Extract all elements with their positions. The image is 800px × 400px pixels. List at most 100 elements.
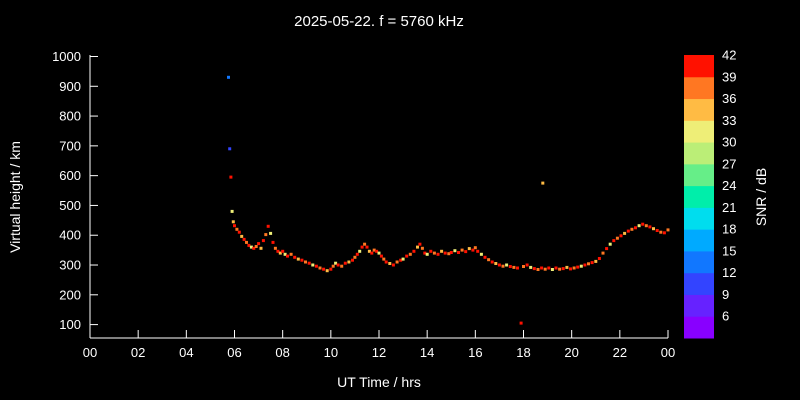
data-point <box>479 252 483 256</box>
data-point <box>536 268 540 271</box>
data-point <box>311 263 315 267</box>
colorbar-segment <box>684 185 714 208</box>
x-tick-label: 00 <box>83 345 97 360</box>
colorbar-segment <box>684 316 714 339</box>
data-point <box>476 249 480 253</box>
y-tick-label: 1000 <box>52 49 81 64</box>
x-tick-label: 00 <box>661 345 675 360</box>
colorbar-label: SNR / dB <box>753 168 769 226</box>
data-point <box>572 266 576 270</box>
data-point <box>418 242 422 246</box>
data-point <box>325 269 329 273</box>
data-point <box>612 239 616 243</box>
data-point <box>261 239 265 243</box>
x-tick-label: 18 <box>516 345 530 360</box>
data-point <box>334 261 338 265</box>
data-point <box>358 249 362 253</box>
colorbar-segment <box>684 98 714 121</box>
data-point <box>532 267 536 271</box>
data-point <box>634 226 637 230</box>
data-point <box>420 246 424 250</box>
chart-title: 2025-05-22. f = 5760 kHz <box>294 13 464 30</box>
data-point <box>641 222 645 226</box>
x-tick-label: 14 <box>420 345 434 360</box>
data-point <box>579 264 583 268</box>
data-point <box>412 249 416 253</box>
data-point <box>590 261 594 265</box>
colorbar-segment <box>684 142 714 165</box>
colorbar-tick-label: 24 <box>722 178 736 193</box>
data-point <box>266 224 270 228</box>
colorbar-tick-label: 36 <box>722 91 736 106</box>
data-point <box>293 255 297 259</box>
data-point <box>329 267 333 271</box>
data-point <box>662 231 666 235</box>
data-point <box>473 246 477 250</box>
x-tick-label: 22 <box>613 345 627 360</box>
data-point <box>343 261 347 265</box>
data-point <box>235 227 239 231</box>
data-point <box>322 267 326 271</box>
data-point <box>648 225 652 229</box>
data-point <box>237 230 241 234</box>
data-point <box>449 251 453 254</box>
data-point <box>367 249 371 253</box>
data-point <box>626 229 630 233</box>
data-point <box>401 257 405 261</box>
data-point <box>447 252 451 256</box>
data-point <box>230 209 234 213</box>
data-point <box>487 258 491 262</box>
data-point <box>432 251 436 255</box>
colorbar-segment <box>684 207 714 230</box>
data-point <box>269 231 273 235</box>
data-point <box>623 231 627 235</box>
colorbar-tick-label: 6 <box>722 309 729 324</box>
data-point <box>497 263 501 267</box>
data-point <box>505 263 509 267</box>
data-point <box>467 247 471 251</box>
data-point <box>382 257 386 261</box>
colorbar-tick-label: 9 <box>722 287 729 302</box>
data-point <box>423 251 427 255</box>
data-point <box>471 248 475 252</box>
data-point <box>360 245 364 249</box>
data-point <box>637 224 641 228</box>
data-point <box>283 252 287 256</box>
data-point <box>550 268 554 271</box>
data-point <box>644 224 648 228</box>
data-point <box>457 251 460 254</box>
data-point <box>490 260 494 264</box>
data-point <box>615 236 619 240</box>
data-point <box>460 248 464 252</box>
data-point <box>347 260 351 264</box>
data-point <box>583 263 587 267</box>
data-point <box>408 252 412 256</box>
colorbar-segment <box>684 272 714 295</box>
data-point <box>440 249 444 253</box>
colorbar-tick-label: 33 <box>722 113 736 128</box>
data-point <box>271 240 275 244</box>
data-point <box>565 265 569 269</box>
data-point <box>353 255 357 259</box>
data-point <box>405 254 409 258</box>
data-point <box>227 75 230 79</box>
y-tick-label: 800 <box>59 109 81 124</box>
y-tick-label: 300 <box>59 258 81 273</box>
data-point <box>264 233 268 237</box>
data-point <box>608 242 612 246</box>
colorbar-tick-label: 27 <box>722 156 736 171</box>
colorbar-segment <box>684 55 714 78</box>
data-point <box>340 264 344 268</box>
data-point <box>300 258 304 262</box>
data-point <box>281 249 285 253</box>
data-point <box>453 249 457 253</box>
data-point <box>543 267 547 271</box>
data-point <box>257 242 261 246</box>
colorbar-tick-label: 12 <box>722 265 736 280</box>
data-point <box>508 265 512 268</box>
data-point <box>547 266 551 270</box>
data-point <box>659 230 663 234</box>
colorbar-segment <box>684 250 714 274</box>
data-point <box>522 265 525 268</box>
